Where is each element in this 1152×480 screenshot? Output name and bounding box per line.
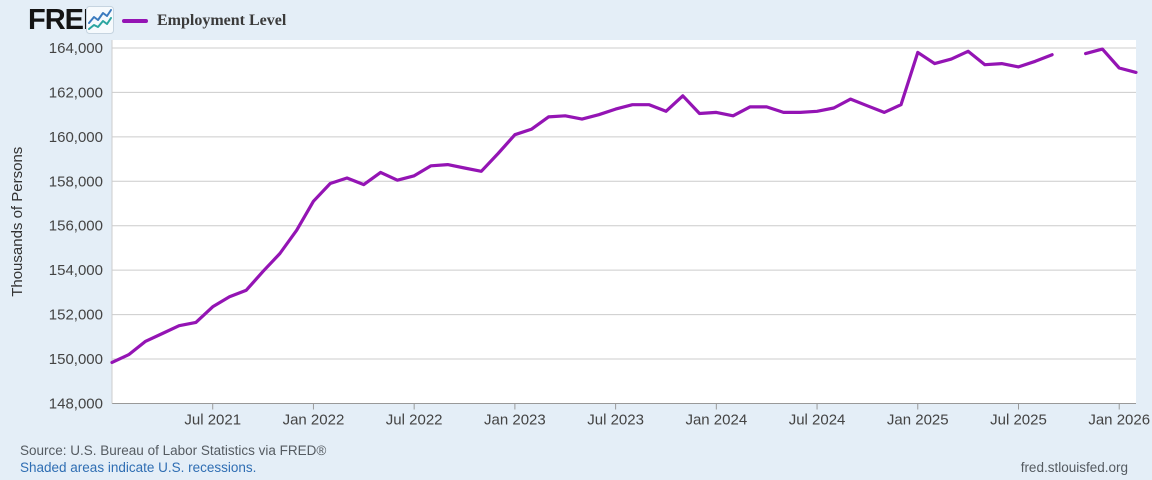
y-tick-label: 162,000 xyxy=(49,84,103,101)
x-tick-label: Jul 2023 xyxy=(587,412,644,429)
x-tick-label: Jan 2024 xyxy=(685,412,747,429)
y-tick-label: 156,000 xyxy=(49,218,103,235)
source-attribution: Source: U.S. Bureau of Labor Statistics … xyxy=(20,443,327,458)
x-tick-label: Jan 2025 xyxy=(887,412,949,429)
chart-footer: Source: U.S. Bureau of Labor Statistics … xyxy=(0,442,1152,480)
y-tick-label: 148,000 xyxy=(49,396,103,413)
x-tick-label: Jul 2025 xyxy=(990,412,1047,429)
x-tick-label: Jul 2024 xyxy=(789,412,846,429)
fred-sparkline-icon xyxy=(86,6,114,34)
plot-area xyxy=(112,40,1136,404)
x-tick-label: Jan 2022 xyxy=(283,412,345,429)
employment-level-chart: 148,000 150,000 152,000 154,000 156,000 158,0… xyxy=(9,40,1150,429)
y-tick-label: 160,000 xyxy=(49,129,103,146)
y-tick-label: 158,000 xyxy=(49,173,103,190)
chart-legend: Employment Level xyxy=(122,12,286,30)
employment-level-series-line xyxy=(110,47,1138,364)
x-tick-label: Jul 2022 xyxy=(386,412,443,429)
legend-series-label: Employment Level xyxy=(157,12,287,29)
x-tick-label: Jan 2023 xyxy=(484,412,546,429)
fred-site-url: fred.stlouisfed.org xyxy=(1020,460,1128,475)
legend-line-swatch xyxy=(122,19,148,23)
recession-note-link[interactable]: Shaded areas indicate U.S. recessions. xyxy=(20,460,257,475)
y-axis-title: Thousands of Persons xyxy=(9,147,26,297)
x-tick-label: Jan 2026 xyxy=(1088,412,1150,429)
x-tick-label: Jul 2021 xyxy=(184,412,241,429)
chart-header: FRED. Employment Level xyxy=(0,0,1152,40)
y-tick-label: 150,000 xyxy=(49,351,103,368)
y-tick-label: 154,000 xyxy=(49,262,103,279)
y-tick-label: 164,000 xyxy=(49,40,103,57)
y-tick-label: 152,000 xyxy=(49,307,103,324)
